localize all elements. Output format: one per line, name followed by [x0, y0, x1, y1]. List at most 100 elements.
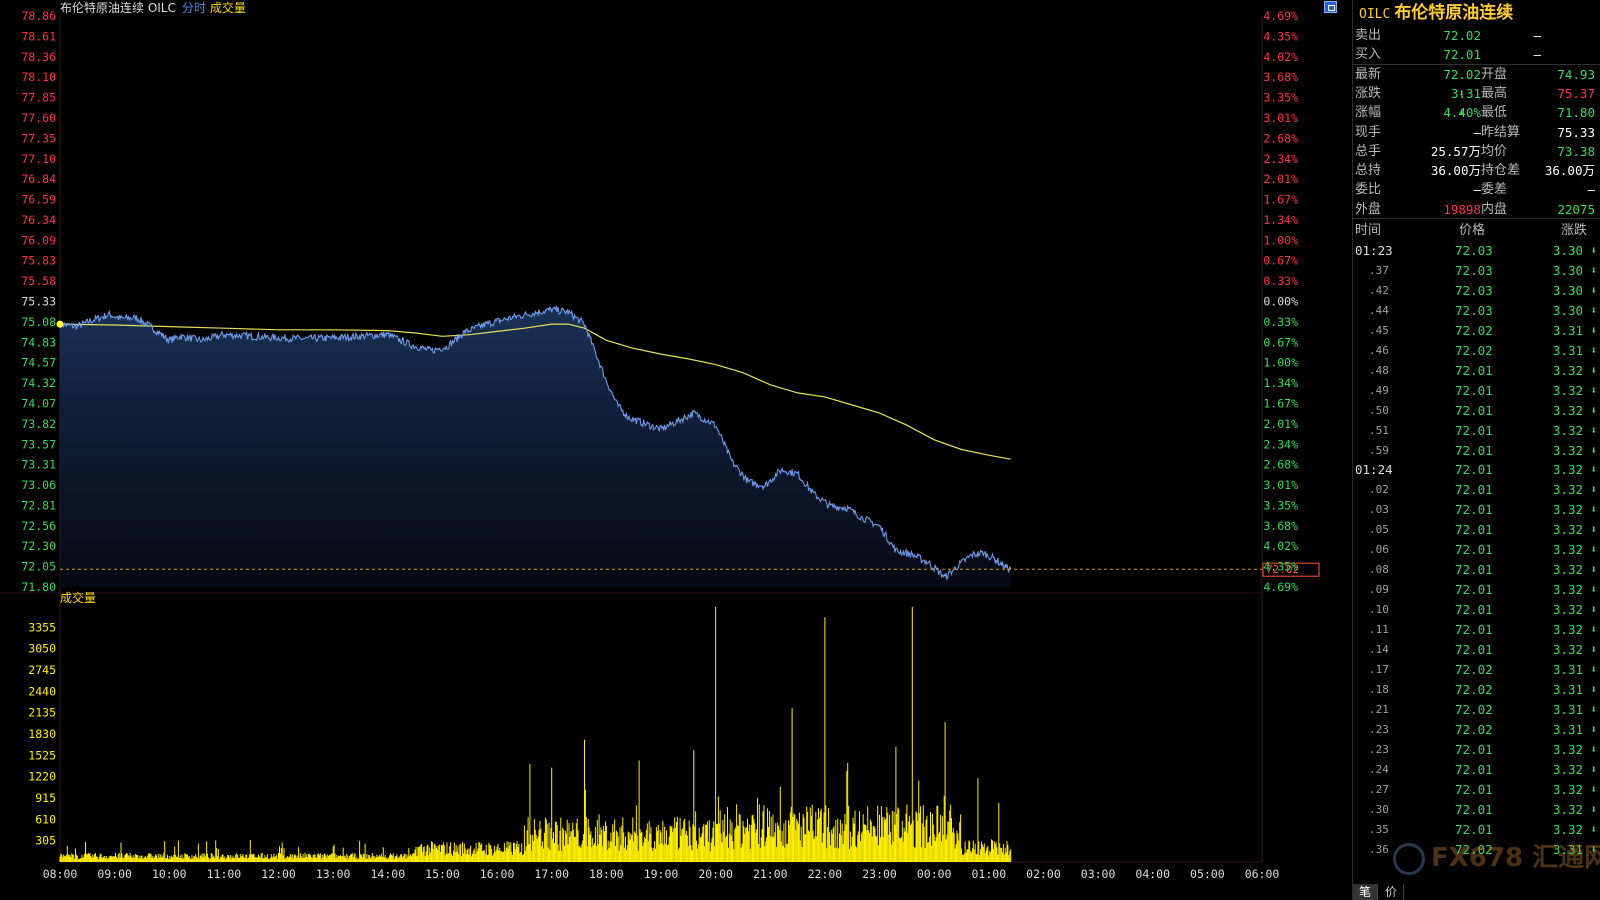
tick-price: 72.01	[1455, 781, 1493, 797]
tick-row[interactable]: .42 72.03 3.30 ⬇	[1353, 281, 1600, 301]
ticks-header-price: 价格	[1459, 223, 1486, 238]
intraday-chart[interactable]: 72.02 78.86 78.61 78.36 78.10 77.85 77.60 77.3…	[0, 0, 1352, 900]
time-tick-label: 08:00	[43, 867, 78, 881]
price-tick-label: 77.60	[21, 111, 56, 125]
percent-tick-label: 3.35%	[1263, 91, 1298, 105]
tick-row[interactable]: .46 72.02 3.31 ⬇	[1353, 341, 1600, 361]
time-tick-label: 06:00	[1245, 867, 1280, 881]
percent-tick-label: 4.69%	[1263, 9, 1298, 23]
time-tick-label: 12:00	[261, 867, 296, 881]
tick-time: .24	[1369, 762, 1389, 776]
tick-row[interactable]: .09 72.01 3.32 ⬇	[1353, 580, 1600, 600]
price-tick-label: 77.85	[21, 91, 56, 105]
tick-change: 3.32	[1552, 562, 1583, 578]
chart-header: 布伦特原油连续 OILC 分时 成交量	[60, 0, 246, 16]
tick-change: 3.32	[1552, 522, 1583, 538]
quote-row: 卖出 72.02 —	[1353, 26, 1600, 45]
percent-tick-label: 2.68%	[1263, 458, 1298, 472]
tab-intraday[interactable]: 分时	[181, 1, 206, 15]
price-tick-label: 74.57	[21, 356, 56, 370]
quote-label: 委比	[1355, 182, 1382, 198]
tick-row[interactable]: .05 72.01 3.32 ⬇	[1353, 520, 1600, 540]
quote-value-2: 75.33	[1557, 124, 1595, 140]
expand-icon[interactable]	[1324, 1, 1337, 13]
tick-change: 3.30	[1552, 243, 1583, 258]
tick-row[interactable]: 01:23 72.03 3.30 ⬇	[1353, 241, 1600, 261]
tick-row[interactable]: .30 72.01 3.32 ⬇	[1353, 800, 1600, 820]
time-tick-label: 01:00	[972, 867, 1007, 881]
tick-time: .23	[1369, 742, 1389, 756]
tick-price: 72.01	[1455, 602, 1493, 618]
tick-row[interactable]: .02 72.01 3.32 ⬇	[1353, 480, 1600, 500]
tab-volume[interactable]: 成交量	[209, 1, 246, 15]
tick-change: 3.32	[1552, 761, 1583, 777]
price-area-fill	[60, 306, 1011, 587]
tick-row[interactable]: .37 72.03 3.30 ⬇	[1353, 261, 1600, 281]
tick-row[interactable]: .17 72.02 3.31 ⬇	[1353, 660, 1600, 680]
quote-value: 72.02	[1443, 66, 1481, 82]
tick-row[interactable]: .44 72.03 3.30 ⬇	[1353, 301, 1600, 321]
volume-tick-label: 610	[35, 812, 56, 826]
tab-ticks[interactable]: 笔	[1353, 884, 1379, 900]
tick-row[interactable]: .03 72.01 3.32 ⬇	[1353, 500, 1600, 520]
tick-row[interactable]: .06 72.01 3.32 ⬇	[1353, 540, 1600, 560]
tick-price: 72.01	[1455, 741, 1493, 757]
instrument-name: 布伦特原油连续 OILC	[60, 1, 176, 15]
price-tick-label: 76.34	[21, 213, 56, 227]
tick-row[interactable]: .14 72.01 3.32 ⬇	[1353, 640, 1600, 660]
tick-row[interactable]: .21 72.02 3.31 ⬇	[1353, 700, 1600, 720]
tick-time: .30	[1369, 802, 1389, 816]
quote-label: 最新	[1355, 66, 1382, 82]
tick-row[interactable]: .59 72.01 3.32 ⬇	[1353, 441, 1600, 461]
tick-row[interactable]: .45 72.02 3.31 ⬇	[1353, 321, 1600, 341]
tick-price: 72.01	[1455, 462, 1493, 478]
tick-change: 3.32	[1552, 422, 1583, 438]
tick-change: 3.32	[1552, 482, 1583, 498]
tab-price[interactable]: 价	[1379, 884, 1405, 900]
down-arrow-icon: ⬇	[1590, 303, 1597, 317]
tick-row[interactable]: .35 72.01 3.32 ⬇	[1353, 820, 1600, 840]
percent-tick-label: 2.34%	[1263, 152, 1298, 166]
tick-row[interactable]: .24 72.01 3.32 ⬇	[1353, 760, 1600, 780]
percent-tick-label: 4.02%	[1263, 539, 1298, 553]
tick-time: .10	[1369, 603, 1389, 617]
tick-price: 72.02	[1455, 841, 1493, 857]
tick-time: .03	[1369, 503, 1389, 517]
down-arrow-icon: ⬇	[1590, 742, 1597, 756]
tick-row[interactable]: .10 72.01 3.32 ⬇	[1353, 600, 1600, 620]
tick-row[interactable]: .18 72.02 3.31 ⬇	[1353, 680, 1600, 700]
tick-row[interactable]: .11 72.01 3.32 ⬇	[1353, 620, 1600, 640]
tick-row[interactable]: 01:24 72.01 3.32 ⬇	[1353, 460, 1600, 480]
volume-tick-label: 2745	[28, 663, 56, 677]
down-arrow-icon: ⬇	[1590, 583, 1597, 597]
tick-row[interactable]: .36 72.02 3.31 ⬇	[1353, 840, 1600, 860]
quote-label-2: 持仓差	[1481, 163, 1521, 179]
tick-row[interactable]: .51 72.01 3.32 ⬇	[1353, 421, 1600, 441]
time-tick-label: 23:00	[862, 867, 897, 881]
tick-row[interactable]: .48 72.01 3.32 ⬇	[1353, 361, 1600, 381]
tick-row[interactable]: .08 72.01 3.32 ⬇	[1353, 560, 1600, 580]
price-tick-label: 78.10	[21, 70, 56, 84]
tick-row[interactable]: .49 72.01 3.32 ⬇	[1353, 381, 1600, 401]
tick-row[interactable]: .23 72.02 3.31 ⬇	[1353, 720, 1600, 740]
tick-row[interactable]: .50 72.01 3.32 ⬇	[1353, 401, 1600, 421]
quote-row: 最新 72.02 开盘 74.93	[1353, 65, 1600, 84]
volume-tick-label: 2135	[28, 706, 56, 720]
tick-price: 72.01	[1455, 442, 1493, 458]
tick-change: 3.32	[1552, 362, 1583, 378]
quote-value: 25.57万	[1430, 143, 1481, 159]
tick-row[interactable]: .23 72.01 3.32 ⬇	[1353, 740, 1600, 760]
tick-price: 72.02	[1455, 322, 1493, 338]
price-tick-label: 72.30	[21, 539, 56, 553]
time-tick-label: 17:00	[534, 867, 569, 881]
quote-value-2: 36.00万	[1544, 163, 1595, 179]
tick-price: 72.02	[1455, 721, 1493, 737]
ticks-header-time: 时间	[1355, 223, 1382, 238]
quote-value: 72.02	[1443, 28, 1481, 43]
tick-price: 72.01	[1455, 522, 1493, 538]
tick-change: 3.30	[1552, 282, 1583, 298]
tick-row[interactable]: .27 72.01 3.32 ⬇	[1353, 780, 1600, 800]
volume-bars	[59, 606, 1012, 862]
percent-tick-label: 2.01%	[1263, 417, 1298, 431]
tick-time: .18	[1369, 682, 1389, 696]
